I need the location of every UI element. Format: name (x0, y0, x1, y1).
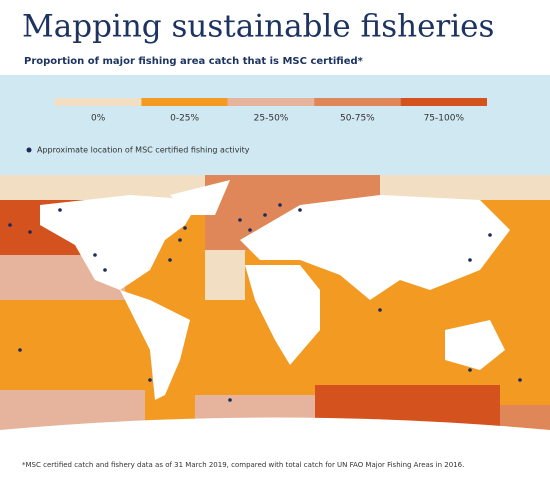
legend-swatch (314, 98, 401, 106)
footnote: *MSC certified catch and fishery data as… (22, 461, 464, 469)
legend-swatch (227, 98, 315, 106)
legend: 0% 0-25% 25-50% 50-75% 75-100% (55, 98, 487, 124)
map (0, 175, 550, 450)
dot-legend-marker (26, 147, 32, 153)
land (0, 180, 550, 450)
dot-legend-label: Approximate location of MSC certified fi… (37, 146, 250, 155)
activity-dots (8, 203, 522, 402)
legend-swatch (141, 98, 228, 106)
subtitle: Proportion of major fishing area catch t… (24, 56, 364, 67)
legend-label: 50-75% (340, 114, 375, 124)
legend-label: 0% (91, 114, 106, 124)
legend-swatch (400, 98, 487, 106)
legend-label: 0-25% (170, 114, 199, 124)
title: Mapping sustainable fisheries (22, 9, 494, 45)
ocean-area (205, 250, 245, 300)
legend-swatch (55, 98, 142, 106)
legend-label: 75-100% (424, 114, 465, 124)
legend-label: 25-50% (254, 114, 289, 124)
